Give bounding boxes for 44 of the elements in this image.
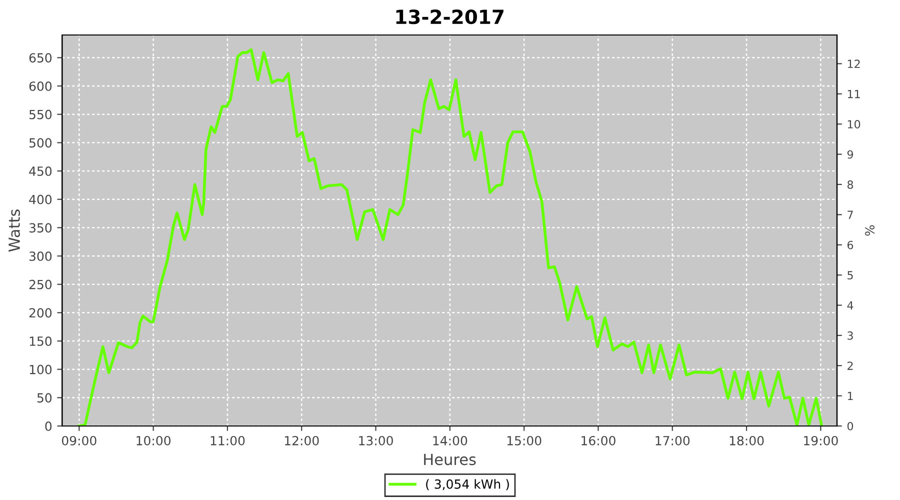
y-tick-label: 300 — [29, 251, 52, 261]
y-tick-label: 600 — [29, 81, 52, 91]
x-tick-label: 12:00 — [284, 436, 319, 446]
y-tick-label: 650 — [29, 53, 52, 63]
x-tick-label: 17:00 — [656, 436, 690, 446]
y2-tick-label: 7 — [848, 210, 853, 219]
x-axis-title: Heures — [424, 454, 476, 466]
y-tick-label: 550 — [29, 110, 52, 120]
y2-axis-title: % — [865, 225, 875, 236]
line-series — [78, 48, 823, 426]
y2-tick-label: 6 — [848, 240, 854, 250]
y2-tick-label: 10 — [848, 120, 860, 128]
y2-tick-label: 2 — [848, 362, 853, 370]
chart-title: 13-2-2017 — [396, 9, 504, 24]
y2-tick-label: 9 — [847, 150, 854, 159]
x-tick-label: 16:00 — [582, 436, 616, 446]
x-tick-label: 15:00 — [507, 436, 542, 446]
y-tick-label: 100 — [30, 364, 52, 374]
y-tick-label: 250 — [29, 280, 52, 290]
x-tick-label: 19:00 — [804, 436, 838, 446]
y-tick-label: 50 — [37, 393, 52, 403]
x-tick-label: 13:00 — [359, 436, 393, 446]
y2-tick-label: 4 — [847, 301, 854, 310]
x-tick-label: 09:00 — [62, 436, 96, 446]
y2-tick-label: 8 — [847, 180, 854, 189]
y-tick-label: 500 — [29, 138, 52, 148]
y-tick-label: 450 — [29, 166, 52, 176]
x-tick-label: 11:00 — [210, 436, 245, 446]
y-tick-label: 0 — [45, 421, 52, 431]
y2-tick-label: 1 — [848, 392, 853, 400]
y-tick-label: 400 — [29, 194, 52, 204]
y-tick-label: 350 — [29, 223, 52, 233]
y-axis-title: Watts — [8, 210, 20, 252]
y2-tick-label: 3 — [848, 331, 853, 340]
y2-tick-label: 11 — [848, 90, 860, 98]
y2-tick-label: 5 — [848, 271, 853, 280]
legend-label: ( 3,054 kWh ) — [426, 479, 509, 490]
y2-tick-label: 12 — [848, 60, 860, 68]
x-tick-label: 14:00 — [433, 436, 468, 446]
y2-tick-label: 0 — [847, 422, 854, 430]
y-tick-label: 200 — [29, 308, 52, 318]
y-tick-label: 150 — [30, 336, 52, 346]
x-tick-label: 18:00 — [730, 436, 764, 446]
x-tick-label: 10:00 — [136, 436, 170, 446]
